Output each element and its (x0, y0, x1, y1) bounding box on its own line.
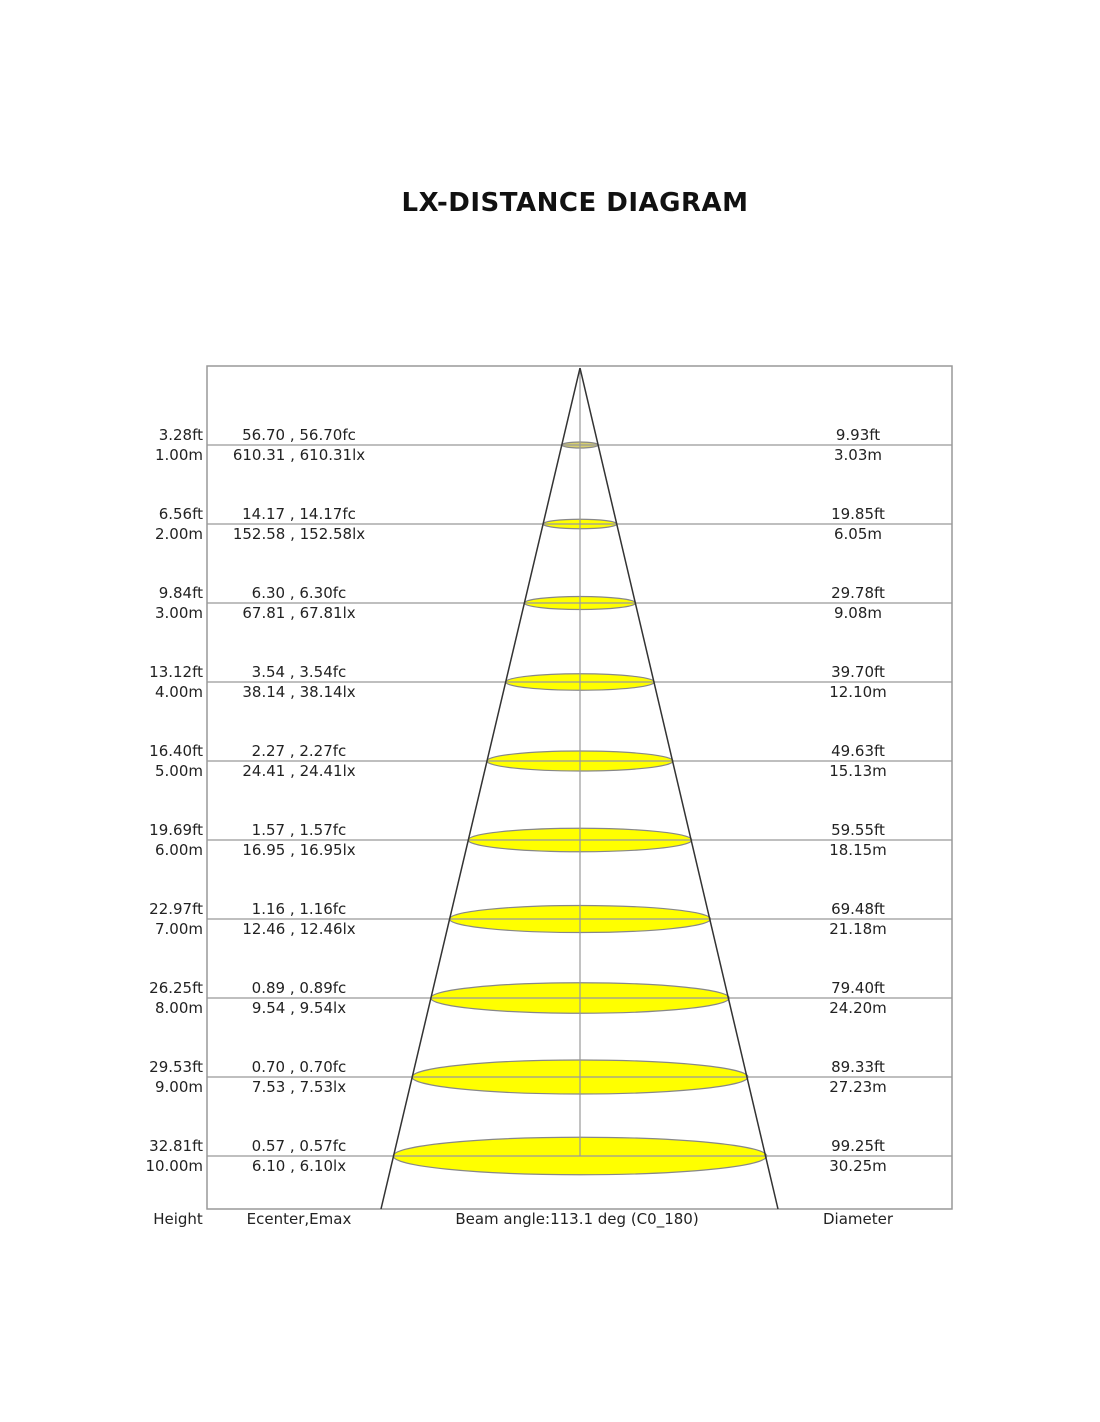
diameter-m: 27.23m (829, 1078, 887, 1096)
height-ft: 13.12ft (149, 663, 203, 681)
height-ft: 32.81ft (149, 1137, 203, 1155)
illuminance-lx: 7.53 , 7.53lx (252, 1078, 346, 1096)
illuminance-fc: 6.30 , 6.30fc (252, 584, 347, 602)
height-m: 10.00m (145, 1157, 203, 1175)
cone-left-edge (380, 367, 581, 1210)
illuminance-fc: 0.57 , 0.57fc (252, 1137, 347, 1155)
diameter-m: 24.20m (829, 999, 887, 1017)
illuminance-fc: 56.70 , 56.70fc (242, 426, 356, 444)
diameter-m: 9.08m (834, 604, 882, 622)
diameter-m: 30.25m (829, 1157, 887, 1175)
illuminance-lx: 67.81 , 67.81lx (242, 604, 355, 622)
height-ft: 29.53ft (149, 1058, 203, 1076)
diagram-frame (206, 365, 953, 1210)
diameter-ft: 69.48ft (831, 900, 885, 918)
illuminance-lx: 24.41 , 24.41lx (242, 762, 355, 780)
height-label: Height (153, 1210, 203, 1228)
illuminance-lx: 16.95 , 16.95lx (242, 841, 355, 859)
diameter-m: 21.18m (829, 920, 887, 938)
diameter-ft: 99.25ft (831, 1137, 885, 1155)
height-ft: 19.69ft (149, 821, 203, 839)
ecenter-label: Ecenter,Emax (247, 1210, 352, 1228)
illuminance-fc: 14.17 , 14.17fc (242, 505, 356, 523)
diameter-ft: 59.55ft (831, 821, 885, 839)
diameter-m: 12.10m (829, 683, 887, 701)
diameter-label: Diameter (823, 1210, 894, 1228)
illuminance-lx: 6.10 , 6.10lx (252, 1157, 346, 1175)
illuminance-lx: 610.31 , 610.31lx (233, 446, 365, 464)
cone-right-edge (579, 367, 779, 1210)
height-m: 5.00m (155, 762, 203, 780)
diameter-m: 6.05m (834, 525, 882, 543)
diameter-ft: 9.93ft (836, 426, 880, 444)
diameter-m: 15.13m (829, 762, 887, 780)
illuminance-fc: 0.70 , 0.70fc (252, 1058, 347, 1076)
illuminance-lx: 38.14 , 38.14lx (242, 683, 355, 701)
height-ft: 6.56ft (159, 505, 203, 523)
height-ft: 3.28ft (159, 426, 203, 444)
diameter-ft: 49.63ft (831, 742, 885, 760)
height-m: 8.00m (155, 999, 203, 1017)
illuminance-lx: 12.46 , 12.46lx (242, 920, 355, 938)
diagram-title: LX-DISTANCE DIAGRAM (401, 188, 749, 218)
diameter-ft: 89.33ft (831, 1058, 885, 1076)
height-m: 6.00m (155, 841, 203, 859)
illuminance-lx: 9.54 , 9.54lx (252, 999, 346, 1017)
illuminance-fc: 0.89 , 0.89fc (252, 979, 347, 997)
illuminance-fc: 1.16 , 1.16fc (252, 900, 347, 918)
diameter-m: 3.03m (834, 446, 882, 464)
height-ft: 26.25ft (149, 979, 203, 997)
illuminance-fc: 2.27 , 2.27fc (252, 742, 347, 760)
height-m: 2.00m (155, 525, 203, 543)
height-m: 1.00m (155, 446, 203, 464)
height-m: 7.00m (155, 920, 203, 938)
height-m: 9.00m (155, 1078, 203, 1096)
diameter-ft: 19.85ft (831, 505, 885, 523)
height-ft: 22.97ft (149, 900, 203, 918)
height-m: 4.00m (155, 683, 203, 701)
illuminance-fc: 1.57 , 1.57fc (252, 821, 347, 839)
height-m: 3.00m (155, 604, 203, 622)
illuminance-fc: 3.54 , 3.54fc (252, 663, 347, 681)
diameter-m: 18.15m (829, 841, 887, 859)
diameter-ft: 29.78ft (831, 584, 885, 602)
diameter-ft: 79.40ft (831, 979, 885, 997)
illuminance-lx: 152.58 , 152.58lx (233, 525, 365, 543)
beam-angle-label: Beam angle:113.1 deg (C0_180) (455, 1210, 698, 1229)
height-ft: 16.40ft (149, 742, 203, 760)
height-ft: 9.84ft (159, 584, 203, 602)
diameter-ft: 39.70ft (831, 663, 885, 681)
